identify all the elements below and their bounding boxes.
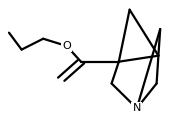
Text: N: N: [133, 103, 141, 113]
Text: O: O: [62, 41, 71, 51]
